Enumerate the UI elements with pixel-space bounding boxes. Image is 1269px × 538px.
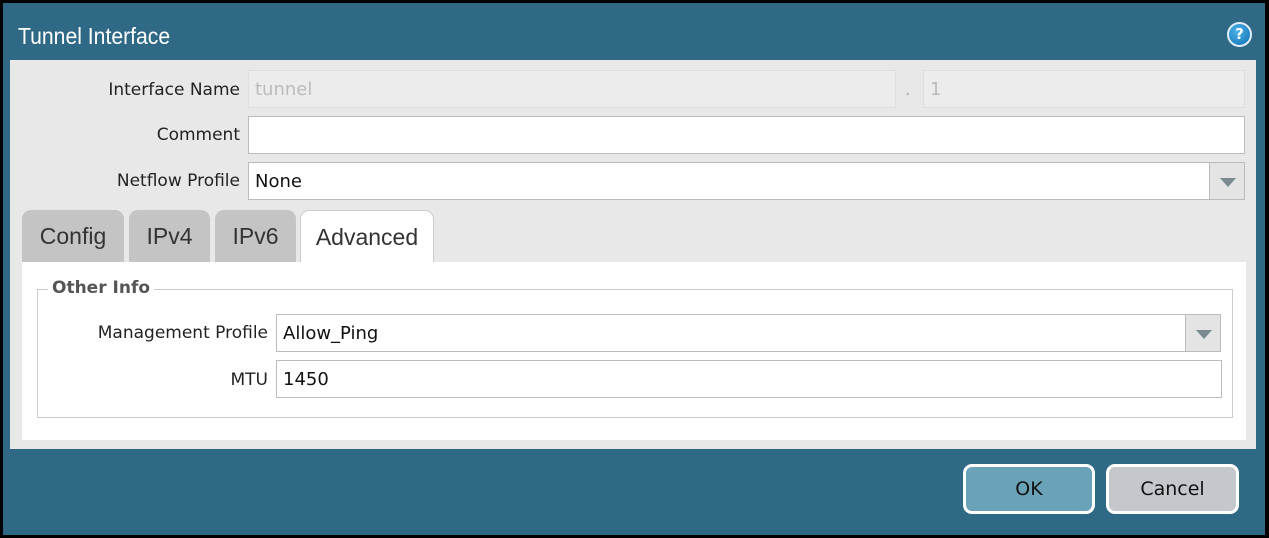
other-info-fieldset: Other Info Management Profile Allow_Ping… [37,278,1233,418]
management-profile-label: Management Profile [97,323,268,343]
tab-advanced[interactable]: Advanced [300,210,434,264]
ok-button[interactable]: OK [963,464,1095,514]
dialog-title: Tunnel Interface [18,23,171,49]
help-icon[interactable]: ? [1227,22,1252,47]
interface-name-input: tunnel [248,70,896,108]
interface-name-label: Interface Name [108,80,240,100]
tunnel-interface-dialog: Tunnel Interface ? Interface Name tunnel… [3,3,1265,535]
tab-content: Other Info Management Profile Allow_Ping… [22,262,1246,440]
separator: . [905,80,911,100]
other-info-legend: Other Info [48,278,155,298]
management-profile-select[interactable]: Allow_Ping [276,314,1186,352]
cancel-button[interactable]: Cancel [1106,464,1239,514]
chevron-down-icon[interactable] [1209,162,1245,200]
comment-label: Comment [156,125,240,145]
netflow-profile-label: Netflow Profile [116,171,240,191]
comment-input[interactable] [248,116,1245,154]
mtu-label: MTU [230,370,269,390]
tab-ipv6[interactable]: IPv6 [215,210,296,263]
mtu-input[interactable]: 1450 [276,360,1222,398]
interface-suffix-input[interactable]: 1 [923,70,1245,108]
chevron-down-icon[interactable] [1185,314,1221,352]
form-panel: Interface Name tunnel . 1 Comment Netflo… [10,60,1256,449]
tab-config[interactable]: Config [22,210,124,263]
tab-ipv4[interactable]: IPv4 [129,210,210,263]
netflow-profile-select[interactable]: None [248,162,1210,200]
